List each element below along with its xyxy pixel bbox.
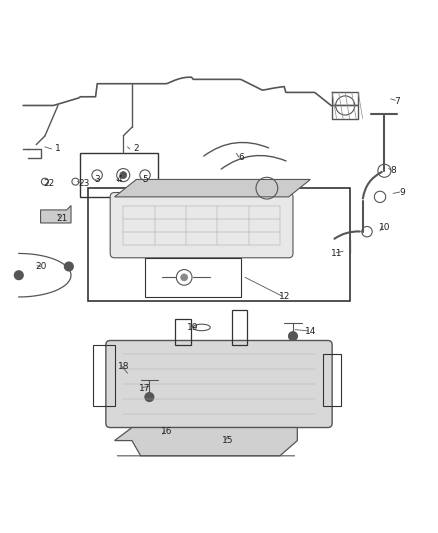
FancyBboxPatch shape [106, 341, 332, 427]
Text: 8: 8 [390, 166, 396, 175]
Text: 23: 23 [78, 179, 90, 188]
Bar [93, 345, 115, 406]
Circle shape [14, 271, 23, 279]
Bar [176, 319, 191, 345]
Polygon shape [41, 206, 71, 223]
Text: 5: 5 [142, 175, 148, 184]
Text: 18: 18 [117, 362, 129, 371]
Circle shape [64, 262, 73, 271]
Bar [145, 258, 241, 297]
Text: 20: 20 [35, 262, 46, 271]
Circle shape [181, 274, 187, 281]
Circle shape [120, 172, 127, 179]
Text: 16: 16 [161, 427, 173, 437]
Text: 21: 21 [57, 214, 68, 223]
Text: 7: 7 [395, 96, 400, 106]
Text: 19: 19 [187, 323, 199, 332]
Text: 14: 14 [305, 327, 316, 336]
Text: 9: 9 [399, 188, 405, 197]
Polygon shape [115, 427, 297, 456]
Text: 2: 2 [134, 144, 139, 154]
Text: 3: 3 [94, 175, 100, 184]
Bar [232, 310, 247, 345]
Bar [323, 353, 341, 406]
Circle shape [289, 332, 297, 341]
Bar [80, 154, 158, 197]
Text: 1: 1 [55, 144, 61, 154]
FancyBboxPatch shape [110, 192, 293, 258]
Text: 11: 11 [331, 249, 342, 258]
Text: 22: 22 [44, 179, 55, 188]
Text: 15: 15 [222, 436, 233, 445]
Text: 17: 17 [139, 384, 151, 393]
Bar [88, 188, 350, 301]
Text: 12: 12 [279, 293, 290, 302]
Polygon shape [115, 180, 311, 197]
Text: 10: 10 [378, 223, 390, 232]
Text: 6: 6 [238, 153, 244, 162]
Circle shape [145, 393, 154, 401]
Text: 4: 4 [116, 175, 122, 184]
